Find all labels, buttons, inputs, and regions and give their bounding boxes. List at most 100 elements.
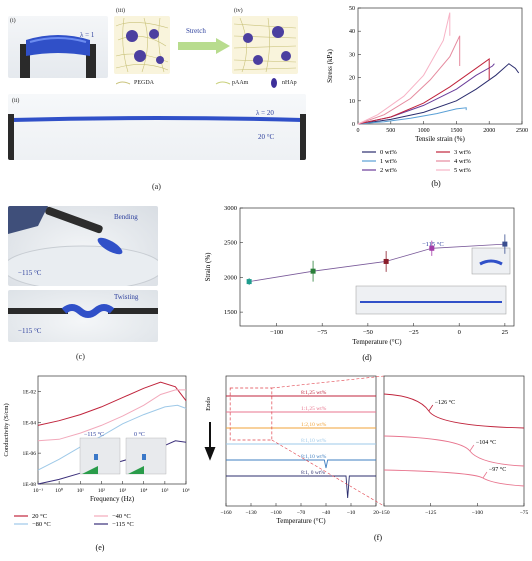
x-tick-label: 10¹ [77, 488, 85, 494]
bending-photo-drawing [8, 206, 158, 286]
photo-twisting [8, 290, 158, 342]
label-bending-temp: −115 °C [18, 269, 42, 277]
x-tick-label: −100 [270, 510, 282, 516]
x-axis-label: Tensile strain (%) [415, 135, 465, 143]
y-tick-label: 1E-08 [23, 482, 37, 488]
chart-d: −100 −75 −50 −25 0 25 1500 2000 2500 3000 Temperat… [204, 205, 515, 362]
legend-paam: pAAm [232, 80, 249, 86]
x-axis-label: Frequency (Hz) [90, 495, 135, 503]
series-line [37, 381, 187, 426]
chart-b: 0 500 1000 1500 2000 2500 0 10 20 30 40 50 Tensile s… [326, 6, 528, 188]
panel-label-a: (a) [152, 182, 161, 191]
data-point [502, 241, 508, 247]
x-tick-label: 10⁶ [182, 488, 190, 494]
data-point [429, 245, 435, 251]
y-axis-label: Stress (kPa) [326, 49, 334, 83]
series-label: 8:1,10 wt% [301, 438, 327, 444]
x-tick-label: −100 [472, 510, 484, 516]
label-stretch: Stretch [186, 27, 206, 35]
series-line [357, 107, 467, 125]
inset-wire-zero [128, 466, 144, 474]
stretched-photo-drawing [8, 114, 306, 160]
label-sub-iii: (iii) [116, 8, 125, 14]
panel-label-f: (f) [374, 533, 382, 542]
x-tick-label: 500 [386, 128, 395, 134]
plot-frame [357, 7, 523, 125]
x-tick-label: 1500 [450, 128, 462, 134]
legend-label: 3 wt% [454, 149, 471, 156]
tg-label: −126 °C [435, 399, 455, 406]
series-line [226, 459, 376, 469]
y-tick-label: 3000 [224, 205, 237, 212]
x-tick-label: −40 [322, 510, 331, 516]
series-line [37, 404, 187, 471]
x-tick-label: −130 [245, 510, 257, 516]
y-tick-label: 40 [349, 29, 355, 35]
series-line [357, 58, 490, 125]
y-tick-label: 2500 [224, 240, 237, 247]
x-tick-label: 2000 [483, 128, 495, 134]
y-tick-label: 0 [352, 122, 355, 128]
x-tick-label: −125 [425, 510, 437, 516]
stretch-arrow-icon [178, 38, 230, 54]
inset-led-cold [94, 454, 98, 460]
x-tick-label: −70 [297, 510, 306, 516]
zoom-curve [383, 435, 525, 467]
tg-arrow [428, 404, 434, 412]
annotation-temp: −115 °C [422, 241, 444, 248]
zoom-curve [383, 469, 525, 487]
series-line [37, 440, 187, 485]
label-twisting-temp: −115 °C [18, 327, 42, 335]
legend-label: 2 wt% [380, 167, 397, 174]
plot-frame [37, 375, 187, 485]
series-label: 1:2,10 wt% [301, 422, 327, 428]
inset-wire-cold [82, 466, 98, 474]
diagram-network-stretched [232, 16, 298, 74]
legend-label: 4 wt% [454, 158, 471, 165]
inset-label-cold: −115 °C [84, 431, 104, 438]
series-line [226, 475, 376, 499]
x-tick-label: 10³ [119, 488, 127, 494]
x-tick-label: −75 [520, 510, 529, 516]
label-sub-i: (i) [10, 18, 16, 24]
label-lambda-20: λ = 20 [256, 109, 274, 117]
legend-label: −115 °C [112, 521, 134, 528]
y-tick-label: 20 [349, 76, 355, 82]
chart-f: −160 −130 −100 −70 −40 −10 20 Temperature (°C) E… [204, 375, 529, 542]
legend-label: −80 °C [32, 521, 51, 528]
legend-label: 20 °C [32, 513, 47, 520]
chart-e: 10⁻¹ 10⁰ 10¹ 10² 10³ 10⁴ 10⁵ 10⁶ 1E-08 1E-06 1E-04… [3, 375, 190, 552]
y-tick-label: 2000 [224, 274, 237, 281]
x-tick-label: −10 [347, 510, 356, 516]
inset-led-zero [142, 454, 146, 460]
network-relaxed-drawing [115, 17, 169, 73]
y-tick-label: 1E-06 [23, 451, 37, 457]
x-tick-label: 25 [502, 329, 509, 336]
series-line [357, 12, 451, 125]
label-twisting: Twisting [114, 293, 139, 301]
x-tick-label: −100 [270, 329, 283, 336]
inset-gel [479, 259, 503, 266]
data-point [383, 258, 389, 264]
x-tick-label: 0 [458, 329, 461, 336]
label-lambda-1: λ = 1 [80, 31, 95, 39]
x-axis-label: Temperature (°C) [352, 338, 402, 346]
legend-label: 1 wt% [380, 158, 397, 165]
legend-pegda: PEGDA [134, 80, 155, 86]
endo-arrow-icon [204, 422, 216, 461]
network-stretched-drawing [233, 17, 297, 73]
x-tick-label: 10⁻¹ [33, 488, 43, 494]
panel-label-d: (d) [362, 353, 372, 362]
x-tick-label: 1000 [418, 128, 430, 134]
series-label: 8:1,10 wt% [301, 454, 327, 460]
x-tick-label: 10⁴ [140, 488, 148, 494]
x-tick-label: −150 [378, 510, 390, 516]
label-bending: Bending [114, 213, 138, 221]
y-tick-label: 30 [349, 52, 355, 58]
zoom-connector-top [271, 375, 385, 389]
x-tick-label: 0 [357, 128, 360, 134]
label-temp-20: 20 °C [258, 133, 275, 141]
x-tick-label: −160 [220, 510, 232, 516]
tg-label: −104 °C [476, 439, 496, 446]
plot-frame [239, 207, 515, 327]
